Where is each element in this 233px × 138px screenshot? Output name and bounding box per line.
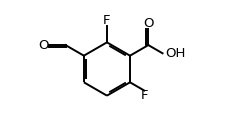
Text: F: F — [103, 14, 111, 27]
Text: O: O — [143, 17, 154, 30]
Text: O: O — [39, 39, 49, 52]
Text: F: F — [141, 89, 149, 103]
Text: OH: OH — [166, 47, 186, 60]
